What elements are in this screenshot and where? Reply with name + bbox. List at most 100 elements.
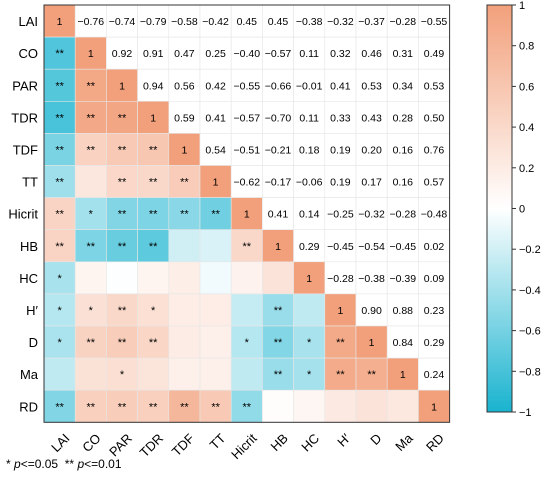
heatmap-cell-1-2: [106, 36, 138, 70]
heatmap-cell-9-9: [324, 293, 357, 327]
significance-mark: *: [89, 209, 94, 221]
correlation-value: −0.45: [390, 241, 417, 253]
correlation-value: 0.41: [268, 209, 289, 221]
heatmap-cell-5-2: [106, 165, 138, 198]
heatmap-cell-4-8: [293, 133, 326, 166]
correlation-value: 0.28: [393, 112, 414, 124]
significance-mark: **: [55, 241, 64, 253]
correlation-value: −0.51: [234, 144, 261, 156]
correlation-value: 0.32: [330, 48, 351, 60]
heatmap-cell-11-10: [355, 357, 388, 391]
heatmap-cell-11-1: [74, 357, 107, 391]
significance-mark: **: [87, 241, 96, 253]
significance-mark: *: [89, 305, 94, 317]
correlation-value: 1: [275, 241, 281, 253]
correlation-value: 0.46: [361, 48, 382, 60]
correlation-value: 1: [400, 369, 406, 381]
correlation-value: 0.88: [393, 305, 414, 317]
column-label: Ma: [392, 430, 416, 454]
correlation-value: 0.16: [393, 144, 414, 156]
heatmap-cell-10-1: [74, 325, 107, 359]
heatmap-cell-12-11: [386, 389, 419, 423]
colorbar-tick-label: 0.6: [519, 81, 534, 93]
heatmap-cell-0-7: [262, 4, 294, 38]
significance-mark: **: [336, 369, 345, 381]
heatmap-cell-6-8: [293, 197, 326, 231]
significance-mark: **: [243, 241, 252, 253]
heatmap-cell-5-7: [262, 165, 294, 198]
heatmap-cell-2-12: [418, 68, 450, 102]
correlation-value: 0.57: [424, 177, 445, 189]
correlation-value: 0.76: [424, 144, 445, 156]
heatmap-cell-6-6: [230, 197, 263, 231]
significance-mark: **: [118, 337, 127, 349]
colorbar-tick-label: 0: [519, 204, 525, 216]
heatmap-cell-12-4: [168, 389, 201, 423]
significance-mark: **: [118, 177, 127, 189]
correlation-value: 1: [431, 401, 437, 413]
correlation-value: 0.90: [361, 305, 382, 317]
heatmap-cell-12-9: [324, 389, 357, 423]
row-label: TDR: [11, 110, 38, 125]
correlation-value: 0.14: [299, 209, 320, 221]
heatmap-cell-1-11: [386, 36, 419, 70]
colorbar: [486, 4, 513, 413]
correlation-value: 0.92: [112, 48, 133, 60]
colorbar-tick-label: 0.8: [519, 41, 534, 53]
correlation-value: −0.55: [234, 80, 261, 92]
heatmap-cell-5-12: [418, 165, 450, 198]
correlation-value: −0.32: [358, 209, 385, 221]
correlation-value: 1: [150, 112, 156, 124]
heatmap-cell-12-6: [230, 389, 263, 423]
correlation-value: −0.38: [358, 273, 385, 285]
heatmap-cell-6-2: [106, 197, 138, 231]
heatmap-cell-10-3: [137, 325, 170, 359]
heatmap-cell-9-5: [199, 293, 232, 327]
correlation-value: −0.70: [265, 112, 292, 124]
correlation-value: −0.54: [358, 241, 385, 253]
correlation-value: −0.62: [234, 177, 261, 189]
heatmap-cell-6-4: [168, 197, 201, 231]
correlation-value: 0.56: [174, 80, 195, 92]
significance-mark: *: [57, 337, 62, 349]
heatmap-cell-8-11: [386, 261, 419, 295]
heatmap-cell-2-10: [355, 68, 388, 102]
heatmap-cell-10-8: [293, 325, 326, 359]
correlation-value: −0.79: [140, 16, 167, 28]
correlation-value: −0.37: [358, 16, 385, 28]
double-star-symbol: **: [64, 457, 75, 471]
row-label: CO: [19, 46, 39, 61]
significance-mark: *: [120, 369, 125, 381]
correlation-value: 0.41: [205, 112, 226, 124]
row-label: RD: [19, 399, 38, 414]
heatmap-cell-0-0: [43, 4, 76, 38]
heatmap-cell-8-3: [137, 261, 170, 295]
heatmap-cell-6-0: [43, 197, 76, 231]
correlation-value: 0.24: [424, 369, 445, 381]
heatmap-cell-8-4: [168, 261, 201, 295]
row-label: D: [29, 335, 38, 350]
heatmap-cell-10-7: [262, 325, 294, 359]
correlation-value: −0.57: [265, 48, 292, 60]
heatmap-cell-9-2: [106, 293, 138, 327]
heatmap-cell-1-9: [324, 36, 357, 70]
heatmap-cell-4-2: [106, 133, 138, 166]
significance-mark: **: [211, 401, 220, 413]
heatmap-cell-7-8: [293, 229, 326, 263]
double-star-threshold: <=0.01: [84, 457, 122, 471]
heatmap-cell-11-6: [230, 357, 263, 391]
correlation-value: 1: [181, 144, 187, 156]
correlation-value: 0.25: [205, 48, 226, 60]
significance-mark: **: [55, 209, 64, 221]
heatmap-cell-3-0: [43, 101, 76, 134]
row-labels: LAI CO PAR TDR TDF TT Hicrit HB HC H′ D Ma RD: [8, 14, 38, 414]
heatmap-cell-5-1: [74, 165, 107, 198]
heatmap-cell-10-11: [386, 325, 419, 359]
column-label: TDF: [169, 431, 198, 460]
correlation-value: 1: [119, 80, 125, 92]
significance-mark: **: [87, 337, 96, 349]
heatmap-cell-11-4: [168, 357, 201, 391]
correlation-value: 0.91: [143, 48, 164, 60]
heatmap-cell-11-3: [137, 357, 170, 391]
heatmap-cell-3-11: [386, 101, 419, 134]
